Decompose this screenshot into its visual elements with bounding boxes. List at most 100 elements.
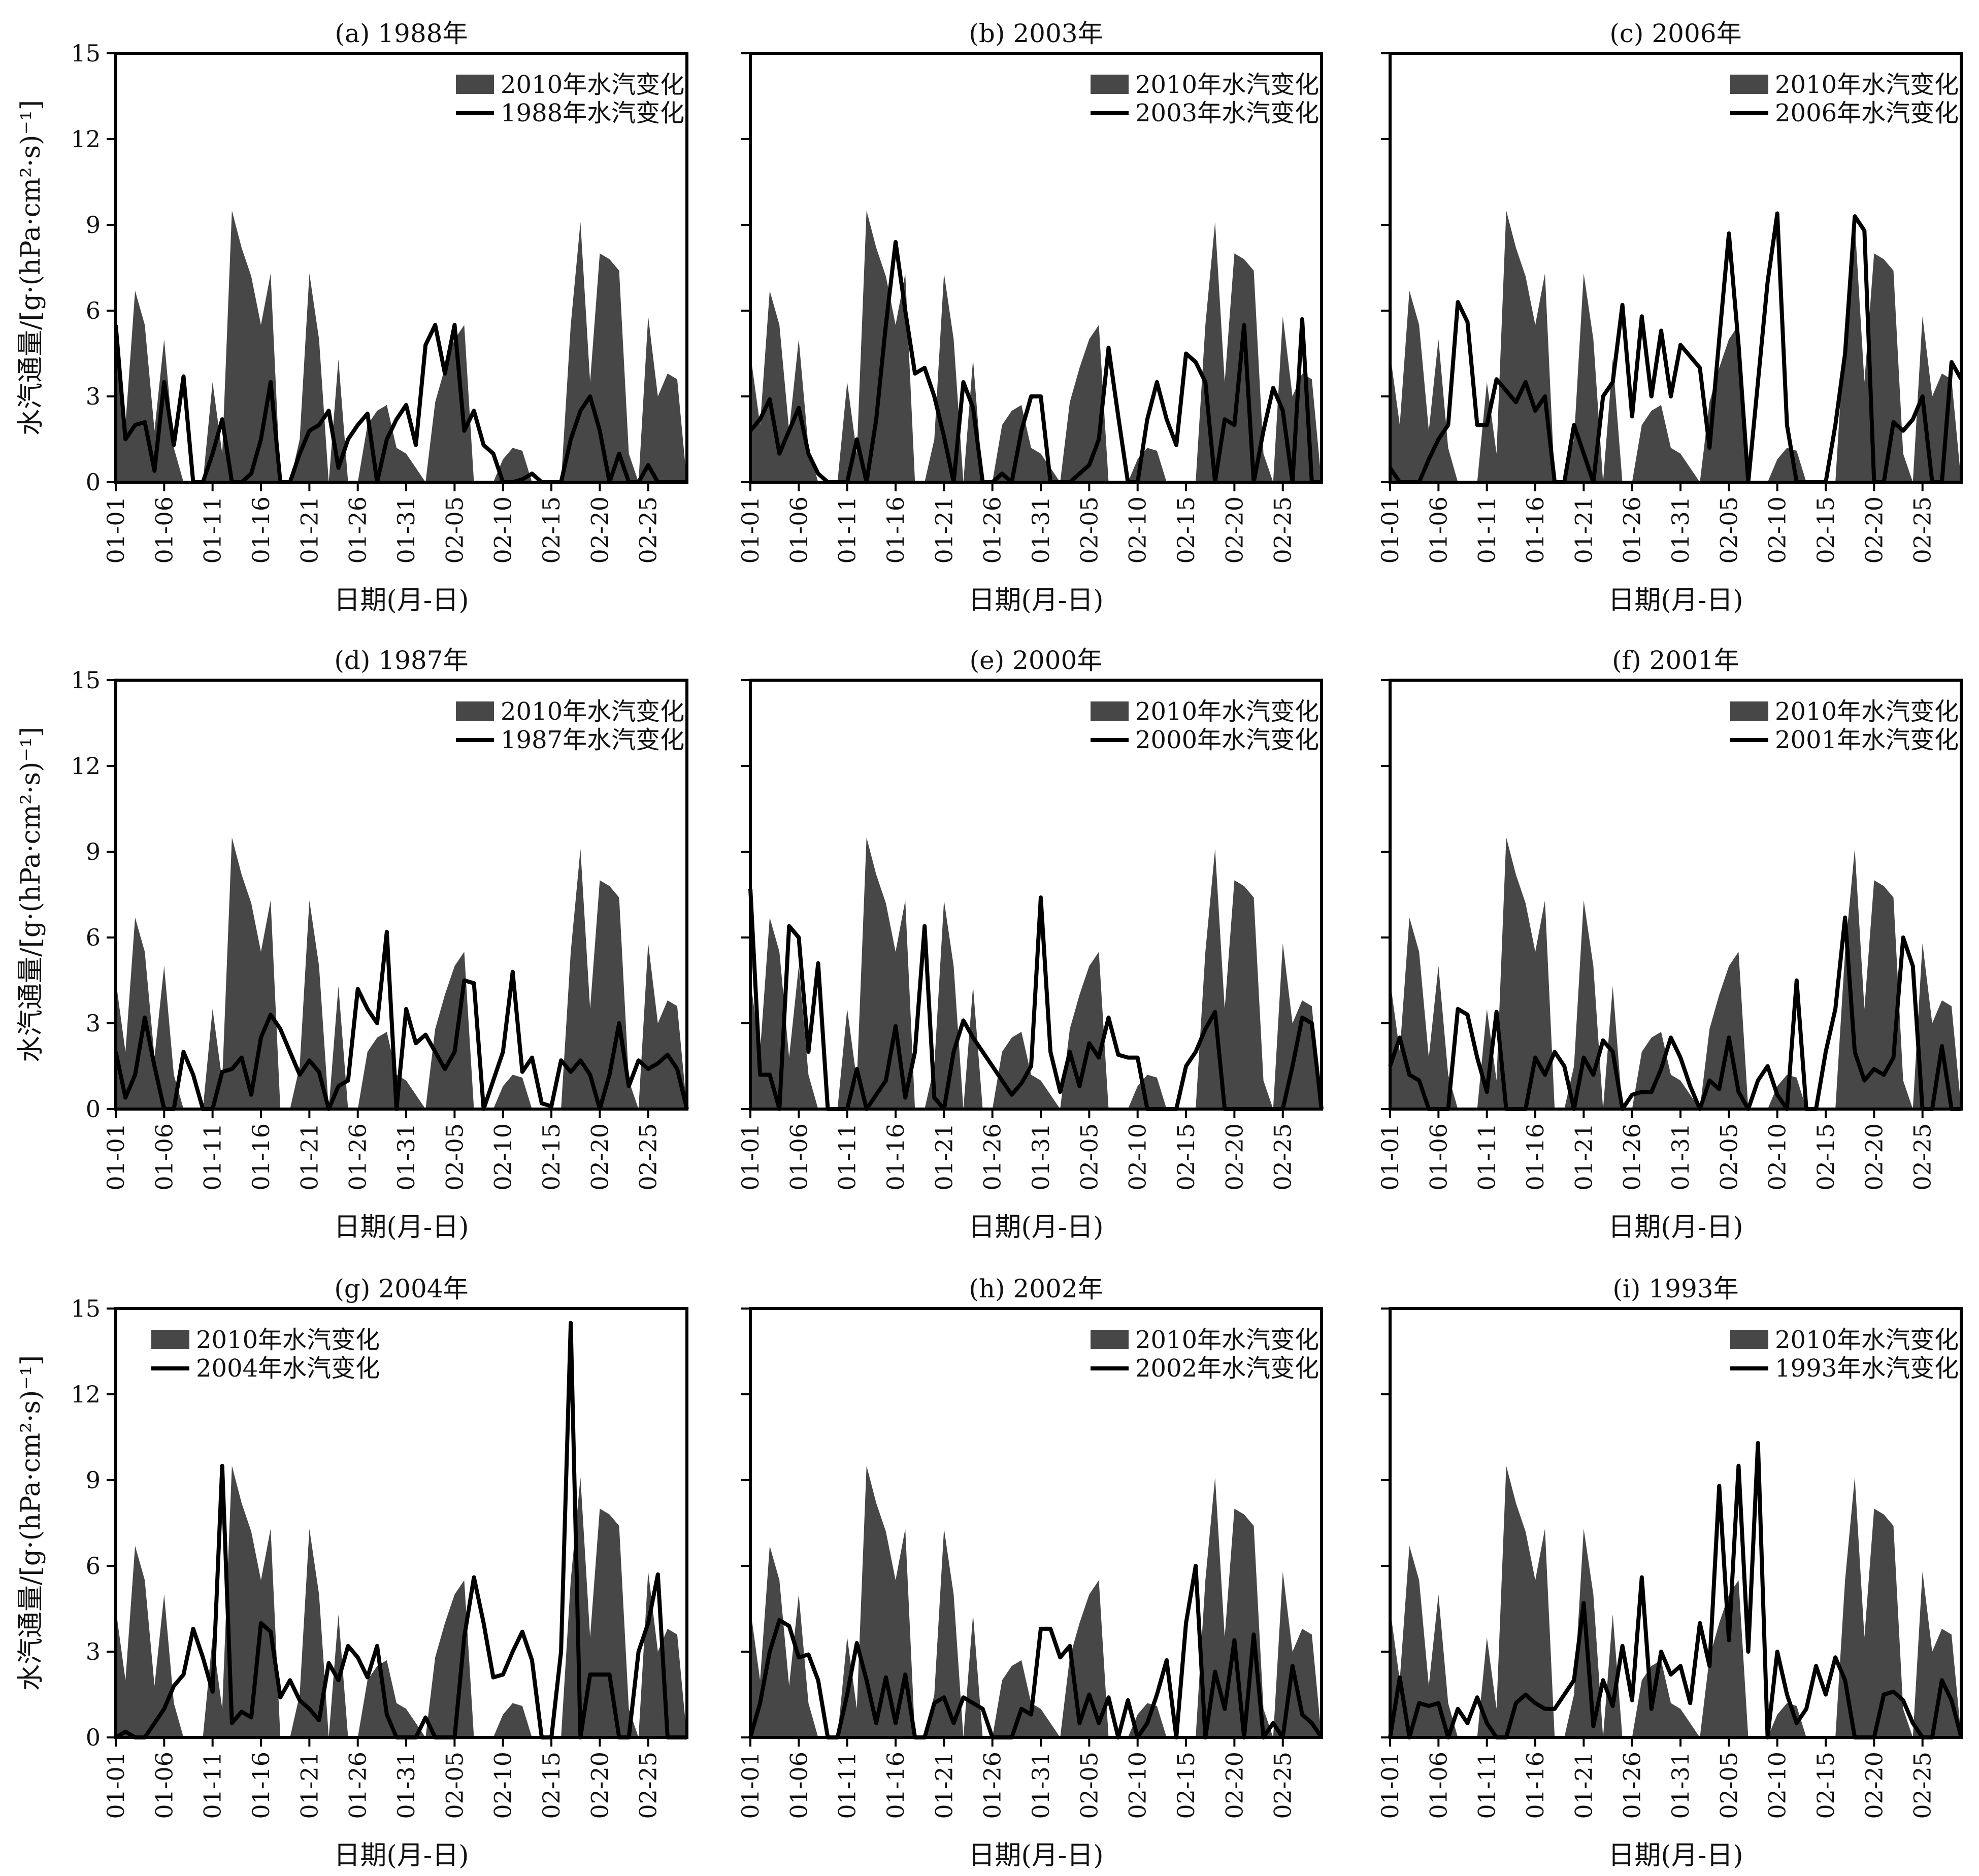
x-tick-label: 01-11 — [834, 1123, 861, 1191]
x-tick-label: 01-21 — [1570, 1752, 1597, 1819]
legend-label-area: 2010年水汽变化 — [1775, 71, 1959, 99]
legend-swatch-area — [1730, 701, 1768, 721]
plot-frame — [114, 679, 688, 1111]
area-2010 — [1390, 1465, 1961, 1737]
legend-swatch-area — [1091, 1330, 1129, 1349]
chart-title: (a) 1988年 — [335, 19, 468, 48]
chart-title: (i) 1993年 — [1612, 1274, 1738, 1303]
y-tick-label: 9 — [86, 1466, 101, 1494]
x-tick-label: 02-25 — [635, 496, 662, 564]
x-axis-label: 日期(月-日) — [334, 585, 469, 616]
x-tick-label: 02-25 — [1909, 1123, 1936, 1191]
chart-panel: (f) 2001年 01-01 01-06 01-11 01-16 01-21 01-26 0… — [1376, 646, 1963, 1243]
line-series — [114, 323, 687, 484]
x-tick-label: 01-21 — [295, 1752, 323, 1819]
x-tick-label: 01-01 — [737, 1752, 764, 1819]
x-tick-label: 02-20 — [586, 1123, 613, 1191]
x-tick-label: 02-05 — [1075, 496, 1103, 564]
chart-title: (c) 2006年 — [1609, 19, 1741, 48]
line-series — [1388, 211, 1963, 484]
x-tick-label: 01-31 — [1667, 496, 1694, 564]
x-tick-label: 02-20 — [1860, 1123, 1888, 1191]
x-axis-label: 日期(月-日) — [1608, 1840, 1743, 1871]
legend-swatch-area — [1730, 75, 1768, 94]
x-tick-label: 01-06 — [1425, 1752, 1452, 1819]
x-tick-label: 02-25 — [635, 1752, 662, 1819]
x-tick-label: 02-10 — [1764, 496, 1791, 564]
x-tick-label: 02-05 — [1075, 1123, 1103, 1191]
y-tick-label: 15 — [71, 666, 101, 694]
chart-title: (h) 2002年 — [969, 1274, 1103, 1303]
x-axis-label: 日期(月-日) — [968, 1212, 1103, 1243]
x-tick-label: 01-21 — [295, 1123, 323, 1191]
x-tick-label: 02-10 — [489, 1752, 517, 1819]
legend-label-line: 2002年水汽变化 — [1135, 1354, 1319, 1383]
x-tick-label: 02-20 — [1860, 496, 1888, 564]
x-tick-label: 02-25 — [1909, 496, 1936, 564]
legend-label-area: 2010年水汽变化 — [1775, 697, 1959, 726]
chart-panel: (b) 2003年 01-01 01-06 01-11 01-16 01-21 01-26 0… — [737, 19, 1323, 616]
y-tick-label: 12 — [71, 1381, 101, 1408]
x-tick-label: 01-26 — [979, 1752, 1006, 1819]
area-2010 — [750, 210, 1322, 482]
x-tick-label: 02-10 — [1764, 1123, 1791, 1191]
x-tick-label: 02-15 — [538, 1752, 565, 1819]
x-axis-label: 日期(月-日) — [334, 1840, 469, 1871]
x-tick-label: 01-06 — [785, 496, 812, 564]
x-tick-label: 02-10 — [1124, 1752, 1151, 1819]
y-axis-label: 水汽通量/[g·(hPa·cm²·s)⁻¹] — [16, 1355, 46, 1691]
x-tick-label: 01-26 — [1619, 496, 1646, 564]
y-axis-label: 水汽通量/[g·(hPa·cm²·s)⁻¹] — [16, 727, 46, 1062]
x-tick-label: 02-20 — [1221, 496, 1248, 564]
x-tick-label: 02-20 — [1221, 1752, 1248, 1819]
chart-title: (g) 2004年 — [334, 1274, 468, 1303]
x-tick-label: 02-05 — [441, 1752, 468, 1819]
legend-label-area: 2010年水汽变化 — [196, 1326, 380, 1354]
legend-label-line: 2003年水汽变化 — [1135, 99, 1319, 127]
x-tick-label: 01-06 — [150, 1123, 178, 1191]
x-tick-label: 01-11 — [834, 496, 861, 564]
x-tick-label: 02-10 — [489, 496, 517, 564]
x-tick-label: 01-11 — [199, 496, 226, 564]
x-tick-label: 01-11 — [199, 1123, 226, 1191]
x-tick-label: 01-16 — [882, 496, 909, 564]
x-tick-label: 01-06 — [785, 1123, 812, 1191]
legend-swatch-area — [456, 75, 494, 94]
x-axis-label: 日期(月-日) — [968, 1840, 1103, 1871]
x-tick-label: 01-06 — [150, 496, 178, 564]
legend-label-line: 2000年水汽变化 — [1135, 726, 1319, 754]
x-tick-label: 02-05 — [1075, 1752, 1103, 1819]
x-tick-label: 01-11 — [1473, 1123, 1501, 1191]
legend-swatch-area — [1091, 701, 1129, 721]
x-tick-label: 02-15 — [1812, 496, 1839, 564]
x-tick-label: 01-16 — [882, 1752, 909, 1819]
x-tick-label: 01-26 — [344, 1123, 372, 1191]
x-tick-label: 01-06 — [150, 1752, 178, 1819]
x-tick-label: 01-21 — [1570, 1123, 1597, 1191]
x-tick-label: 01-31 — [392, 1752, 420, 1819]
legend-label-line: 1988年水汽变化 — [501, 99, 684, 127]
chart-title: (f) 2001年 — [1612, 646, 1739, 675]
x-tick-label: 02-20 — [586, 496, 613, 564]
x-tick-label: 02-25 — [1909, 1752, 1936, 1819]
x-tick-label: 01-26 — [1619, 1123, 1646, 1191]
legend-label-area: 2010年水汽变化 — [501, 697, 684, 726]
y-tick-label: 0 — [86, 1724, 101, 1751]
plot-frame — [114, 52, 688, 484]
area-2010 — [750, 1465, 1322, 1737]
x-tick-label: 01-11 — [834, 1752, 861, 1819]
y-tick-label: 15 — [71, 1295, 101, 1322]
y-tick-label: 0 — [86, 468, 101, 496]
area-2010 — [116, 1465, 687, 1737]
x-tick-label: 01-31 — [1027, 1123, 1054, 1191]
plot-frame — [749, 52, 1323, 484]
legend-swatch-area — [1091, 75, 1129, 94]
legend-label-area: 2010年水汽变化 — [1135, 1326, 1319, 1354]
x-tick-label: 02-05 — [1715, 1123, 1742, 1191]
x-tick-label: 02-10 — [489, 1123, 517, 1191]
chart-panel: (c) 2006年 01-01 01-06 01-11 01-16 01-21 01-26 0… — [1376, 19, 1963, 616]
x-tick-label: 01-01 — [102, 496, 129, 564]
x-tick-label: 01-26 — [344, 1752, 372, 1819]
area-2010 — [116, 210, 687, 482]
